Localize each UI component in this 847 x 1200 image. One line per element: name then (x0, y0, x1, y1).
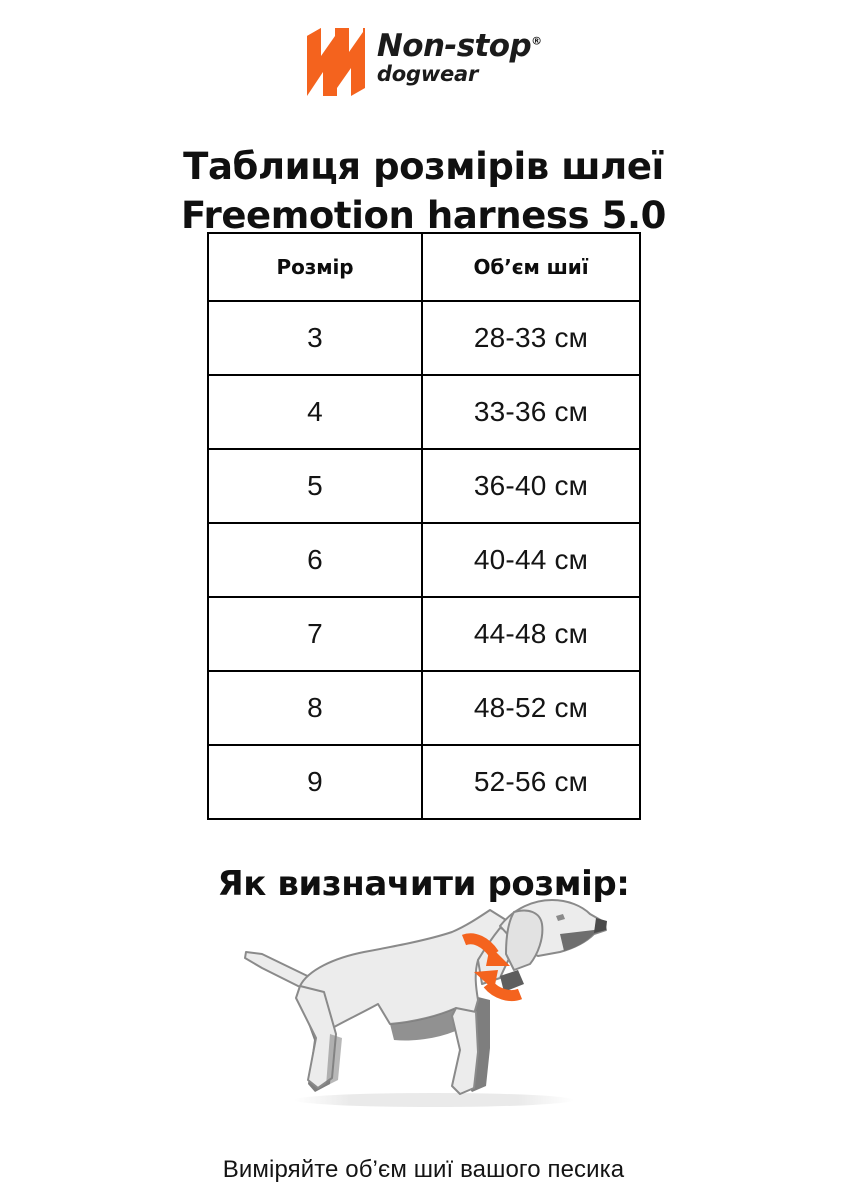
cell-size: 5 (207, 448, 423, 524)
brand-name-secondary: dogwear (376, 61, 479, 86)
dog-nose (593, 918, 607, 933)
dog-near-front-leg (450, 1007, 479, 1095)
brand-name-primary: Non-stop® (376, 28, 543, 64)
cell-neck: 44-48 см (421, 596, 641, 672)
cell-size: 9 (207, 744, 423, 820)
cell-neck: 40-44 см (421, 522, 641, 598)
cell-neck: 36-40 см (421, 448, 641, 524)
cell-neck: 52-56 см (421, 744, 641, 820)
page-title: Таблиця розмірів шлеї Freemotion harness… (0, 143, 847, 241)
table-row: 3 28-33 см (207, 300, 641, 376)
howto-caption: Виміряйте об’єм шиї вашого песика (222, 1156, 625, 1183)
cell-size: 7 (207, 596, 423, 672)
column-header-neck: Об’єм шиї (421, 232, 641, 302)
nonstop-n-mark-icon (306, 28, 365, 96)
dog-muzzle-shade (559, 922, 606, 951)
neck-measure-arrows (461, 933, 522, 1002)
cell-size: 3 (207, 300, 423, 376)
dog-illustration (0, 888, 847, 1108)
brand-logo-inner: Non-stop® dogwear (305, 26, 542, 98)
neck-arrow-lower-head (473, 970, 498, 990)
neck-arrow-upper-head (485, 946, 510, 966)
cell-neck: 28-33 см (421, 300, 641, 376)
table-header-row: Розмір Об’єм шиї (207, 232, 641, 302)
size-table-head: Розмір Об’єм шиї (207, 232, 641, 302)
brand-logo: Non-stop® dogwear (0, 26, 847, 98)
dog-ear (504, 909, 543, 971)
ground-shadow (293, 1093, 574, 1107)
table-row: 9 52-56 см (207, 744, 641, 820)
cell-size: 6 (207, 522, 423, 598)
dog-eye (555, 914, 565, 921)
dog-belly-shade (389, 1008, 466, 1041)
brand-wordmark: Non-stop® dogwear (377, 26, 542, 85)
cell-neck: 48-52 см (421, 670, 641, 746)
dog-side-view-icon (243, 899, 607, 1107)
dog-hock-shade (325, 1034, 342, 1086)
table-row: 7 44-48 см (207, 596, 641, 672)
dog-neck-shade (499, 970, 524, 992)
table-row: 5 36-40 см (207, 448, 641, 524)
cell-size: 4 (207, 374, 423, 450)
dog-near-hind-leg (294, 985, 337, 1089)
page-title-line-1: Таблиця розмірів шлеї (183, 144, 664, 188)
column-header-size: Розмір (207, 232, 423, 302)
cell-neck: 33-36 см (421, 374, 641, 450)
table-row: 6 40-44 см (207, 522, 641, 598)
cell-size: 8 (207, 670, 423, 746)
table-row: 4 33-36 см (207, 374, 641, 450)
size-table-body: 3 28-33 см 4 33-36 см 5 36-40 см 6 40-44… (207, 300, 641, 820)
size-table: Розмір Об’єм шиї 3 28-33 см 4 33-36 см 5… (207, 232, 641, 820)
howto-heading: Як визначити розмір: (217, 864, 630, 905)
page-title-line-2: Freemotion harness 5.0 (181, 193, 666, 237)
table-row: 8 48-52 см (207, 670, 641, 746)
registered-trademark-icon: ® (531, 34, 543, 48)
